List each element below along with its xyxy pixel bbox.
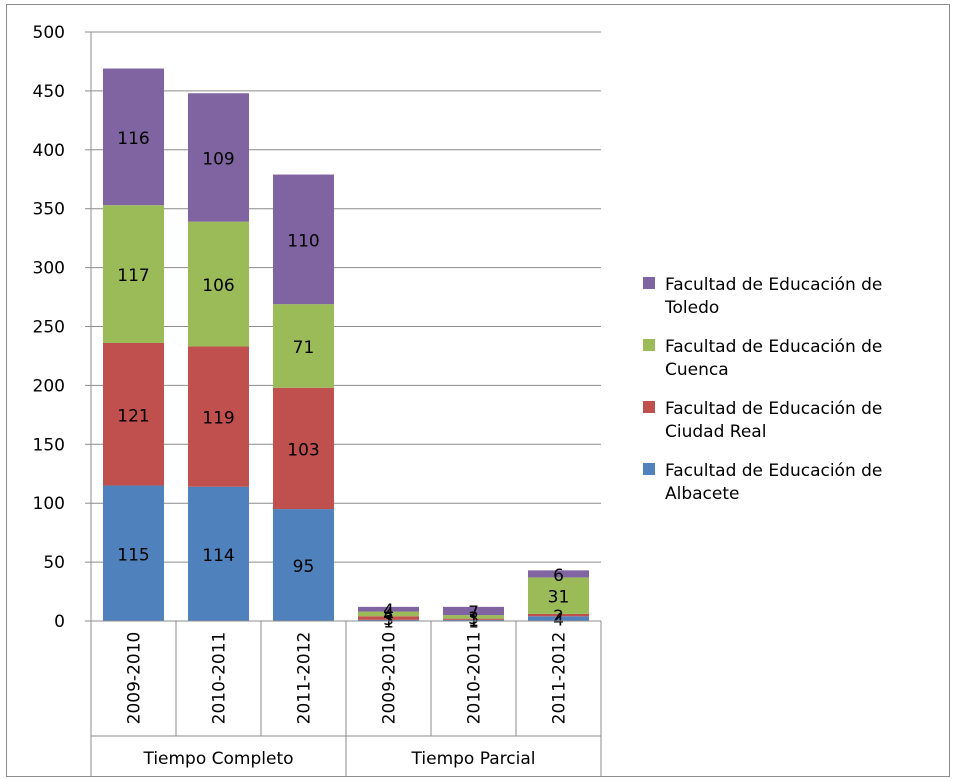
bar-segment [358,606,419,612]
bar-segment [188,93,249,222]
bars [103,68,589,621]
bar-segment [188,221,249,347]
data-label: 110 [287,231,319,251]
x-category-label: 2009-2010 [125,632,145,725]
x-category-label: 2009-2010 [380,632,400,725]
data-labels: 1151211171161141191061099510371110134411… [117,129,569,633]
bar-segment [273,174,334,305]
data-label: 95 [293,557,315,577]
data-label: 31 [548,588,570,608]
data-label: 109 [202,149,234,169]
legend-label: Facultad de Educación de Toledo [664,275,882,318]
legend-swatch [643,401,655,413]
data-label: 115 [117,545,149,565]
bar-segment [528,570,589,578]
data-label: 4 [383,601,394,621]
data-label: 121 [117,406,149,426]
y-tick-label: 0 [54,612,65,632]
y-tick-label: 250 [33,318,65,338]
y-tick-label: 200 [33,376,65,396]
y-tick-label: 400 [33,141,65,161]
y-tick-label: 50 [43,553,65,573]
data-label: 116 [117,129,149,149]
data-label: 3 [468,609,479,629]
data-label: 106 [202,276,234,296]
x-category-label: 2010-2011 [210,632,230,725]
legend: Facultad de Educación de Toledo Facultad d… [643,275,882,504]
data-label: 1 [383,612,394,632]
x-axis: 2009-2010 2010-2011 2011-2012 2009-2010 2010… [90,620,602,776]
data-label: 6 [553,566,564,586]
legend-swatch [643,463,655,475]
bar-segment [528,577,589,614]
y-axis-ticks: 0 50 100 150 200 250 300 350 400 450 500 [33,23,92,632]
bar-segment [103,342,164,486]
data-label: 117 [117,266,149,286]
gridlines [91,31,601,622]
y-tick-label: 300 [33,259,65,279]
data-label: 114 [202,546,234,566]
data-label: 71 [293,338,315,358]
x-group-label: Tiempo Parcial [411,749,536,769]
bar-segment [528,613,589,617]
y-tick-label: 150 [33,435,65,455]
data-label: 3 [383,610,394,630]
bar-segment [273,509,334,621]
bar-segment [528,616,589,621]
y-tick-label: 350 [33,200,65,220]
bar-segment [188,486,249,621]
legend-label: Facultad de Educación de Albacete [665,461,882,504]
x-group-label: Tiempo Completo [142,749,293,769]
legend-swatch [643,277,655,289]
bar-segment [358,616,419,620]
data-label: 103 [287,440,319,460]
bar-segment [103,485,164,621]
y-tick-label: 100 [33,494,65,514]
x-category-label: 2010-2011 [465,632,485,725]
bar-segment [103,205,164,343]
bar-segment [443,606,504,616]
data-label: 1 [468,612,479,632]
bar-segment [188,346,249,487]
bar-segment [273,304,334,388]
data-label: 119 [202,409,234,429]
x-category-label: 2011-2012 [550,632,570,725]
x-category-label: 2011-2012 [295,632,315,725]
legend-label: Facultad de Educación de Ciudad Real [665,399,882,442]
bar-segment [358,619,419,621]
legend-swatch [643,339,655,351]
bar-segment [443,615,504,619]
bar-segment [443,619,504,621]
data-label: 4 [383,606,394,626]
data-label: 2 [553,607,564,627]
y-tick-label: 450 [33,82,65,102]
bar-segment [443,618,504,620]
bar-segment [273,387,334,510]
legend-label: Facultad de Educación de Cuenca [665,337,882,380]
data-label: 7 [468,603,479,623]
bar-segment [103,68,164,206]
y-tick-label: 500 [33,23,65,43]
bar-segment [358,611,419,617]
